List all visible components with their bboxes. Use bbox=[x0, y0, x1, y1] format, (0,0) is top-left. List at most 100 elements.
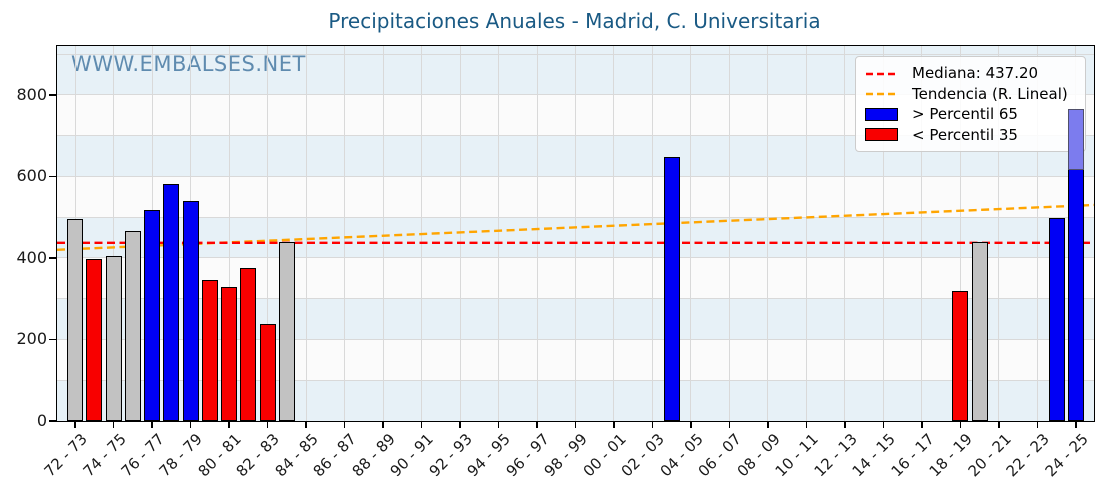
legend-row-above-percentile: > Percentil 65 bbox=[865, 104, 1076, 124]
chart-title: Precipitaciones Anuales - Madrid, C. Uni… bbox=[328, 9, 821, 33]
x-tick-mark bbox=[420, 421, 423, 428]
vertical-gridline bbox=[998, 46, 1000, 421]
bar-81-82 bbox=[240, 268, 257, 421]
bar-80-81 bbox=[221, 286, 238, 421]
bars-layer bbox=[57, 46, 1094, 421]
x-tick-mark bbox=[805, 421, 808, 428]
bar-24-25 bbox=[1067, 168, 1084, 421]
bar-23-24 bbox=[1048, 218, 1065, 421]
x-tick-mark bbox=[882, 421, 885, 428]
y-tick-label: 0 bbox=[36, 411, 47, 430]
watermark-text: WWW.EMBALSES.NET bbox=[71, 52, 306, 76]
legend-row-trend: Tendencia (R. Lineal) bbox=[865, 84, 1076, 104]
horizontal-gridline bbox=[57, 135, 1094, 137]
y-tick-mark bbox=[48, 257, 56, 259]
x-tick-mark bbox=[228, 421, 230, 428]
x-tick-mark bbox=[266, 421, 269, 428]
vertical-gridline bbox=[882, 46, 884, 421]
vertical-gridline bbox=[959, 46, 961, 421]
vertical-gridline bbox=[805, 46, 807, 421]
chart-legend: Mediana: 437.20 Tendencia (R. Lineal) > … bbox=[855, 56, 1086, 152]
vertical-gridline bbox=[575, 46, 576, 421]
vertical-gridline bbox=[844, 46, 846, 421]
legend-label-above-percentile: > Percentil 65 bbox=[912, 105, 1018, 124]
x-tick-mark bbox=[844, 421, 846, 428]
vertical-gridline bbox=[305, 46, 307, 421]
y-tick-mark bbox=[48, 338, 56, 341]
bar-18-19 bbox=[952, 291, 969, 421]
bar-77-78 bbox=[163, 183, 180, 421]
bar-79-80 bbox=[201, 279, 218, 421]
y-tick-mark bbox=[48, 175, 56, 178]
vertical-gridline bbox=[651, 46, 653, 421]
y-tick-label: 200 bbox=[16, 329, 47, 349]
x-tick-mark bbox=[151, 421, 153, 428]
horizontal-gridline bbox=[57, 298, 1094, 300]
bar-partial-24-25 bbox=[1067, 109, 1084, 170]
vertical-gridline bbox=[921, 46, 923, 421]
y-tick-mark bbox=[48, 420, 56, 422]
x-tick-mark bbox=[1036, 421, 1039, 428]
legend-label-median: Mediana: 437.20 bbox=[912, 64, 1039, 82]
red-bar-swatch bbox=[865, 128, 899, 142]
vertical-gridline bbox=[498, 46, 500, 421]
vertical-gridline bbox=[113, 46, 115, 421]
bar-72-73 bbox=[67, 219, 84, 421]
x-tick-mark bbox=[921, 421, 923, 428]
x-tick-mark bbox=[305, 421, 307, 428]
x-tick-mark bbox=[998, 421, 1000, 428]
bar-73-74 bbox=[86, 259, 103, 421]
x-tick-mark bbox=[382, 421, 384, 428]
y-tick-label: 400 bbox=[16, 247, 47, 267]
vertical-gridline bbox=[228, 46, 230, 421]
x-tick-label: 72 - 73 bbox=[40, 430, 91, 481]
horizontal-gridline bbox=[57, 257, 1094, 259]
x-tick-mark bbox=[343, 421, 346, 428]
vertical-gridline bbox=[690, 46, 692, 421]
legend-label-trend: Tendencia (R. Lineal) bbox=[912, 84, 1068, 103]
horizontal-gridline bbox=[57, 338, 1094, 340]
x-tick-mark bbox=[497, 421, 500, 428]
horizontal-gridline bbox=[57, 53, 1094, 55]
y-tick-label: 800 bbox=[16, 84, 47, 104]
trend-dashed-line-swatch bbox=[865, 86, 899, 101]
x-tick-mark bbox=[767, 421, 769, 428]
legend-row-below-percentile: < Percentil 35 bbox=[865, 125, 1076, 145]
bar-75-76 bbox=[124, 231, 141, 421]
blue-bar-swatch bbox=[865, 107, 899, 121]
trend-line bbox=[56, 203, 1095, 252]
bar-82-83 bbox=[259, 324, 276, 421]
vertical-gridline bbox=[344, 46, 346, 421]
horizontal-gridline bbox=[57, 379, 1094, 381]
x-tick-mark bbox=[728, 421, 731, 428]
vertical-gridline bbox=[1036, 46, 1038, 421]
x-tick-mark bbox=[613, 421, 615, 428]
vertical-gridline bbox=[382, 46, 384, 421]
legend-label-below-percentile: < Percentil 35 bbox=[912, 125, 1018, 144]
vertical-gridline bbox=[267, 46, 269, 421]
bar-78-79 bbox=[182, 200, 199, 421]
x-tick-mark bbox=[74, 421, 76, 428]
legend-row-median: Mediana: 437.20 bbox=[865, 63, 1076, 83]
x-tick-mark bbox=[959, 421, 962, 428]
reference-lines-layer bbox=[56, 203, 1095, 252]
x-tick-mark bbox=[112, 421, 115, 428]
y-tick-mark bbox=[48, 94, 56, 96]
x-tick-mark bbox=[651, 421, 654, 428]
bar-03-04 bbox=[663, 156, 680, 421]
y-tick-label: 600 bbox=[16, 166, 47, 186]
vertical-gridline bbox=[767, 46, 769, 421]
x-tick-mark bbox=[574, 421, 577, 428]
plot-area: WWW.EMBALSES.NET 72 - 73 74 - 75 76 - 77 78… bbox=[16, 45, 1095, 480]
horizontal-gridline bbox=[57, 94, 1094, 96]
bar-19-20 bbox=[971, 242, 988, 421]
x-tick-label: 24 - 25 bbox=[1041, 430, 1092, 481]
median-dashed-line-swatch bbox=[865, 66, 899, 81]
horizontal-gridline bbox=[57, 175, 1094, 177]
x-tick-mark bbox=[536, 421, 538, 428]
bar-83-84 bbox=[278, 241, 295, 421]
x-tick-mark bbox=[189, 421, 192, 428]
vertical-gridline bbox=[613, 46, 615, 421]
x-tick-mark bbox=[1075, 421, 1077, 428]
